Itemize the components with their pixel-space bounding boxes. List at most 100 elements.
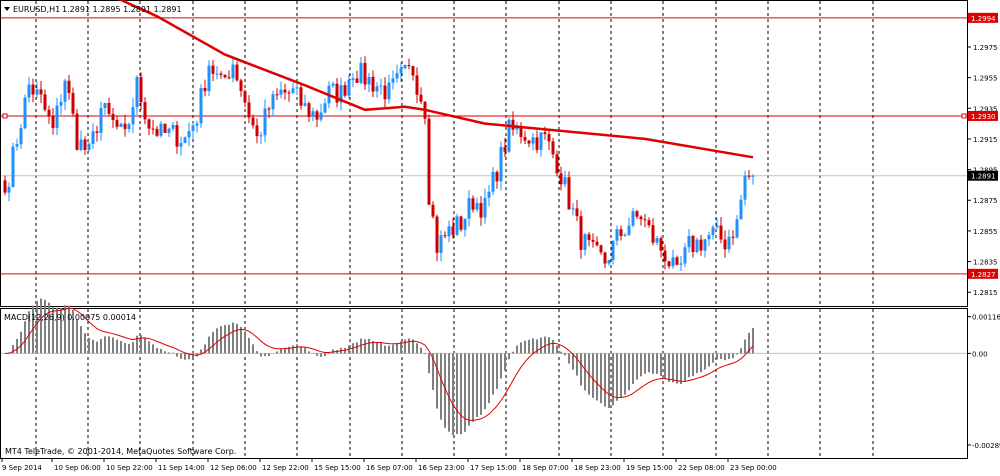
candle-body	[459, 216, 463, 230]
candle-body	[463, 218, 467, 230]
price-tick-label: 1.2915	[973, 136, 998, 144]
candle-body	[731, 236, 735, 238]
macd-header: MACD(12,26,9) 0.00075 0.00014	[4, 313, 136, 322]
candle-body	[51, 116, 55, 128]
price-tick-label: 1.2815	[973, 289, 998, 297]
candle-body	[735, 219, 739, 238]
candle-body	[75, 113, 79, 150]
candle-body	[111, 113, 115, 121]
candle-body	[447, 226, 451, 237]
candle-body	[543, 132, 547, 135]
candle-body	[255, 125, 259, 137]
candle-body	[131, 107, 135, 125]
candle-body	[351, 78, 355, 80]
candle-body	[275, 94, 279, 96]
candle-body	[403, 65, 407, 69]
candle-body	[619, 229, 623, 236]
candle-body	[471, 198, 475, 210]
price-level-labels: 1.2994 1.2930 1.2827 1.2891	[968, 12, 998, 279]
candle-body	[395, 73, 399, 79]
candle-body	[35, 89, 39, 95]
candle-body	[531, 137, 535, 144]
level-label: 1.2827	[971, 271, 996, 279]
macd-tick-label: 0.00	[972, 350, 988, 358]
candle-body	[163, 123, 167, 133]
candle-body	[251, 117, 255, 126]
candle-body	[91, 131, 95, 144]
level-handle-right[interactable]	[961, 113, 967, 119]
candle-body	[567, 177, 571, 210]
candle-body	[343, 85, 347, 96]
candle-body	[191, 125, 195, 132]
candle-body	[123, 123, 127, 129]
candle-body	[127, 124, 131, 129]
level-handle-left[interactable]	[2, 113, 8, 119]
candle-body	[691, 235, 695, 253]
candle-body	[591, 239, 595, 242]
candle-body	[235, 64, 239, 81]
candle-body	[331, 83, 335, 86]
candle-body	[547, 134, 551, 142]
candle-body	[663, 250, 667, 262]
candle-body	[259, 135, 263, 137]
candle-body	[515, 126, 519, 130]
candle-body	[499, 147, 503, 182]
candle-body	[551, 141, 555, 155]
candle-body	[19, 128, 23, 145]
candle-body	[3, 180, 7, 193]
price-tick-label: 1.2975	[973, 44, 998, 52]
candle-body	[223, 74, 227, 78]
time-tick-label: 18 Sep 23:00	[574, 464, 621, 472]
dropdown-triangle-icon[interactable]	[4, 7, 10, 11]
candle-body	[647, 220, 651, 226]
candle-body	[455, 216, 459, 235]
time-tick-label: 9 Sep 2014	[2, 464, 42, 472]
candle-body	[119, 123, 123, 127]
candle-body	[347, 79, 351, 96]
candle-body	[159, 123, 163, 136]
candle-body	[287, 92, 291, 94]
candle-body	[627, 225, 631, 235]
time-tick-label: 11 Sep 14:00	[158, 464, 205, 472]
candle-body	[147, 119, 151, 129]
candle-body	[299, 87, 303, 106]
candle-body	[687, 235, 691, 248]
candle-body	[583, 234, 587, 250]
candle-body	[55, 105, 59, 128]
candle-body	[699, 239, 703, 251]
candle-body	[267, 108, 271, 110]
current-price-box	[968, 170, 998, 181]
current-price-label: 1.2891	[971, 173, 996, 181]
candle-body	[315, 111, 319, 120]
candle-body	[379, 85, 383, 87]
candle-body	[179, 142, 183, 147]
candle-body	[247, 102, 251, 118]
symbol-label: EURUSD,H1	[13, 5, 60, 14]
candle-body	[495, 172, 499, 182]
candle-body	[323, 103, 327, 113]
time-tick-label: 16 Sep 07:00	[366, 464, 413, 472]
candle-body	[415, 75, 419, 95]
candle-body	[59, 101, 63, 106]
candle-body	[479, 203, 483, 218]
candle-body	[559, 173, 563, 185]
candle-body	[303, 103, 307, 106]
candle-body	[571, 208, 575, 210]
candle-body	[143, 102, 147, 120]
candle-body	[291, 88, 295, 93]
macd-histogram	[8, 298, 754, 436]
candle-body	[659, 238, 663, 251]
candle-body	[643, 219, 647, 221]
candle-body	[739, 199, 743, 220]
candle-body	[727, 236, 731, 250]
candle-body	[363, 62, 367, 85]
candle-body	[231, 64, 235, 79]
candle-body	[435, 216, 439, 253]
macd-signal-line	[4, 307, 754, 421]
candle-body	[631, 211, 635, 226]
candle-body	[335, 83, 339, 103]
candle-body	[667, 261, 671, 267]
candle-body	[635, 211, 639, 217]
